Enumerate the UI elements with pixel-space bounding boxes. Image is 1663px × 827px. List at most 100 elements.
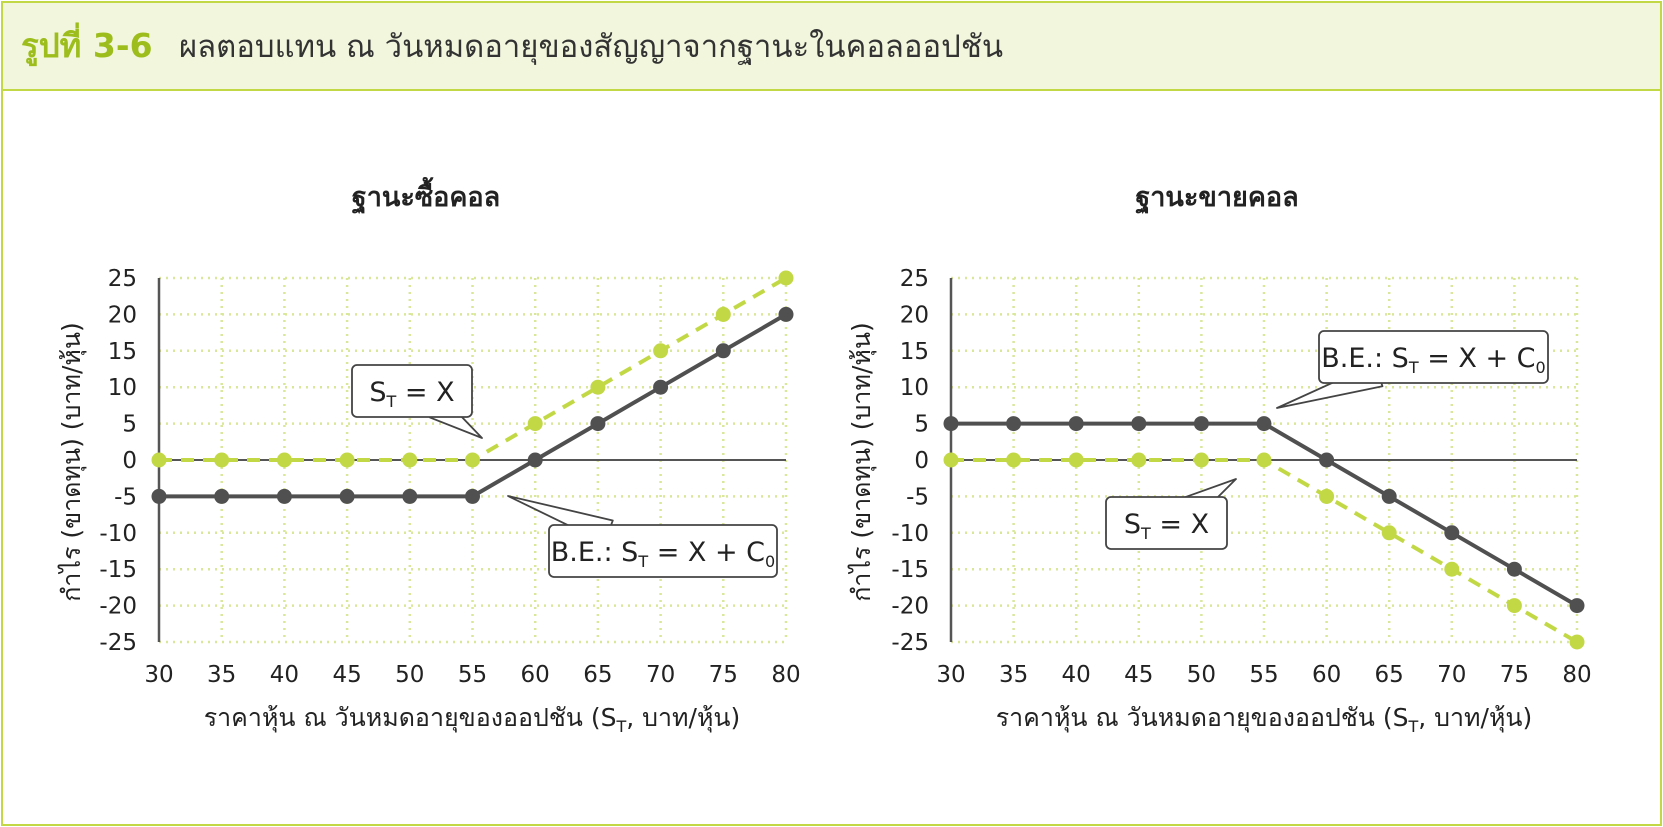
data-point: [943, 452, 959, 468]
y-tick-label: 0: [122, 448, 137, 474]
x-tick-label: 75: [709, 662, 738, 688]
data-point: [1006, 452, 1022, 468]
data-point: [715, 306, 731, 322]
x-tick-label: 35: [207, 662, 236, 688]
y-tick-label: -25: [891, 630, 929, 656]
x-tick-label: 70: [1437, 662, 1466, 688]
y-tick-label: 15: [900, 339, 929, 365]
callout: ST = X: [1105, 478, 1237, 550]
data-point: [1068, 452, 1084, 468]
data-point: [943, 416, 959, 432]
y-tick-label: -10: [99, 521, 137, 547]
y-tick-label: -20: [99, 594, 137, 620]
x-tick-label: 70: [646, 662, 675, 688]
y-tick-label: 25: [108, 266, 137, 292]
callout-text: ST = X: [369, 377, 454, 411]
x-tick-label: 80: [771, 662, 800, 688]
x-tick-label: 50: [1187, 662, 1216, 688]
data-point: [465, 452, 480, 468]
y-tick-label: -15: [891, 557, 929, 583]
data-point: [276, 452, 292, 468]
data-point: [151, 488, 167, 504]
data-point: [151, 452, 167, 468]
x-tick-label: 50: [395, 662, 424, 688]
data-point: [1131, 452, 1147, 468]
y-tick-label: -5: [906, 484, 929, 510]
data-point: [590, 416, 606, 432]
callout-text: B.E.: ST = X + C0: [1321, 343, 1545, 377]
x-tick-label: 30: [144, 662, 173, 688]
callout: B.E.: ST = X + C0: [507, 495, 778, 578]
x-tick-label: 75: [1500, 662, 1529, 688]
data-point: [1006, 416, 1022, 432]
y-tick-label: 5: [914, 412, 929, 438]
data-point: [1444, 525, 1460, 541]
y-tick-label: 20: [900, 302, 929, 328]
chart-title: ฐานะขายคอล: [1135, 182, 1298, 215]
chart-title: ฐานะซื้อคอล: [352, 176, 500, 215]
x-tick-label: 35: [999, 662, 1028, 688]
figure-title: ผลตอบแทน ณ วันหมดอายุของสัญญาจากฐานะในคอ…: [179, 29, 1004, 65]
callout-text: ST = X: [1124, 509, 1209, 543]
callout-fill: [1108, 499, 1225, 547]
series-line-solid: [951, 421, 1579, 608]
data-point: [276, 488, 292, 504]
x-tick-label: 80: [1562, 662, 1591, 688]
y-tick-label: -5: [114, 484, 137, 510]
figure-label: รูปที่ 3-6: [21, 26, 153, 65]
data-point: [1381, 488, 1397, 504]
data-point: [715, 343, 731, 359]
x-tick-label: 40: [1062, 662, 1091, 688]
y-tick-label: 0: [914, 448, 929, 474]
data-point: [214, 452, 230, 468]
figure-header: รูปที่ 3-6 ผลตอบแทน ณ วันหมดอายุของสัญญา…: [3, 3, 1660, 91]
data-point: [1319, 452, 1335, 468]
x-tick-label: 55: [1249, 662, 1278, 688]
x-tick-label: 60: [521, 662, 550, 688]
data-point: [778, 270, 794, 286]
callout-fill: [354, 367, 470, 415]
x-axis-label: ราคาหุ้น ณ วันหมดอายุของออปชัน (ST, บาท/…: [996, 703, 1533, 736]
data-point: [465, 488, 480, 504]
data-point: [653, 343, 669, 359]
x-tick-label: 65: [583, 662, 612, 688]
y-tick-label: 20: [108, 302, 137, 328]
data-point: [527, 416, 543, 432]
data-point: [1569, 598, 1585, 614]
data-point: [1256, 416, 1272, 432]
y-tick-label: 10: [900, 375, 929, 401]
y-tick-label: -10: [891, 521, 929, 547]
callout: ST = X: [351, 364, 483, 439]
x-tick-label: 45: [1124, 662, 1153, 688]
y-tick-label: -15: [99, 557, 137, 583]
callout-fill: [551, 527, 775, 575]
x-tick-label: 55: [458, 662, 487, 688]
data-point: [1381, 525, 1397, 541]
data-point: [590, 379, 606, 395]
data-point: [1193, 416, 1209, 432]
data-point: [402, 488, 418, 504]
callout-text: B.E.: ST = X + C0: [551, 537, 775, 571]
data-point: [1068, 416, 1084, 432]
x-tick-label: 45: [332, 662, 361, 688]
y-tick-label: -25: [99, 630, 137, 656]
x-tick-label: 40: [270, 662, 299, 688]
data-point: [1131, 416, 1147, 432]
data-point: [339, 488, 355, 504]
y-tick-label: 10: [108, 375, 137, 401]
data-point: [778, 306, 794, 322]
data-point: [1193, 452, 1209, 468]
data-point: [1319, 488, 1335, 504]
data-point: [1256, 452, 1272, 468]
x-tick-label: 30: [936, 662, 965, 688]
y-axis-label: กำไร (ขาดทุน) (บาท/หุ้น): [57, 322, 87, 601]
data-point: [653, 379, 669, 395]
data-point: [339, 452, 355, 468]
x-axis-label: ราคาหุ้น ณ วันหมดอายุของออปชัน (ST, บาท/…: [204, 703, 741, 736]
y-tick-label: 5: [122, 412, 137, 438]
y-tick-label: -20: [891, 594, 929, 620]
data-point: [1506, 561, 1522, 577]
callout-fill: [1321, 333, 1546, 381]
